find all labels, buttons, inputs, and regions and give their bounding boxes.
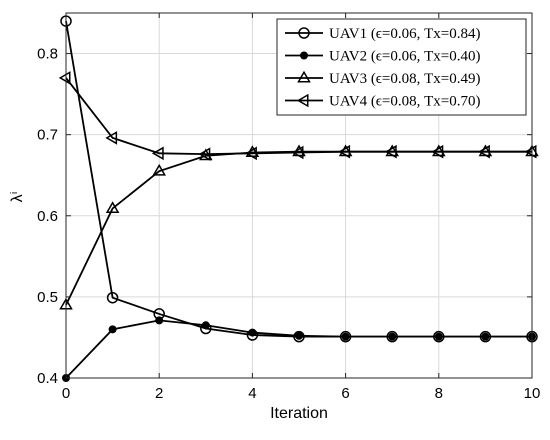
- legend-marker: [296, 93, 309, 108]
- data-point: [341, 332, 350, 341]
- legend: UAV1 (ϵ=0.06, Tx=0.84) UAV2 (ϵ=0.06, Tx=0…: [276, 18, 527, 116]
- data-point: [291, 145, 304, 160]
- legend-marker: [297, 70, 311, 83]
- x-tick-label: 6: [341, 385, 349, 402]
- y-tick-label: 0.4: [37, 370, 58, 387]
- data-point: [58, 71, 71, 85]
- data-point: [198, 147, 211, 161]
- legend-item: UAV3 (ϵ=0.08, Tx=0.49): [285, 70, 480, 87]
- data-point: [248, 328, 257, 337]
- series-2: [62, 316, 536, 382]
- data-point: [524, 144, 537, 159]
- legend-label: UAV4 (ϵ=0.08, Tx=0.70): [329, 94, 480, 110]
- legend-item: UAV4 (ϵ=0.08, Tx=0.70): [285, 94, 480, 110]
- axes: [65, 12, 533, 379]
- x-axis-label: Iteration: [270, 405, 328, 422]
- series-4: [58, 71, 537, 161]
- data-point: [295, 331, 303, 340]
- data-point: [384, 144, 397, 159]
- legend-label: UAV2 (ϵ=0.06, Tx=0.40): [329, 49, 480, 65]
- series-line: [65, 77, 532, 156]
- legend-label: UAV3 (ϵ=0.08, Tx=0.49): [329, 71, 480, 87]
- y-tick-label: 0.6: [37, 208, 58, 225]
- y-axis-label: λⁱ: [9, 192, 26, 203]
- y-tick-label: 0.8: [37, 46, 58, 63]
- data-point: [105, 201, 120, 213]
- data-point: [478, 144, 490, 159]
- data-point: [434, 332, 443, 341]
- data-point: [151, 146, 164, 161]
- data-point: [245, 146, 257, 161]
- x-tick-label: 2: [155, 385, 163, 402]
- y-tick-label: 0.5: [37, 289, 58, 306]
- axes-box: [65, 12, 533, 379]
- legend-item: UAV2 (ϵ=0.06, Tx=0.40): [285, 49, 480, 65]
- data-point: [388, 332, 397, 341]
- data-point: [106, 291, 119, 304]
- x-tick-label: 4: [248, 385, 256, 402]
- tick-labels: 0 2 4 6 8 10 0.4 0.5 0.6 0.7 0.8: [37, 46, 540, 402]
- data-point: [481, 332, 490, 341]
- data-point: [108, 325, 117, 334]
- legend-item: UAV1 (ϵ=0.06, Tx=0.84): [285, 26, 480, 42]
- x-tick-label: 0: [62, 385, 70, 402]
- y-tick-label: 0.7: [37, 127, 58, 144]
- series-group: [58, 15, 539, 382]
- legend-box: [276, 18, 527, 116]
- data-point: [338, 144, 351, 159]
- legend-marker: [300, 51, 308, 60]
- data-point: [105, 131, 118, 145]
- data-point: [155, 316, 164, 325]
- legend-label: UAV1 (ϵ=0.06, Tx=0.84): [329, 26, 480, 42]
- data-point: [152, 163, 167, 176]
- data-point: [201, 321, 210, 330]
- legend-marker: [298, 27, 310, 39]
- data-point: [431, 144, 444, 159]
- x-tick-label: 10: [524, 385, 541, 402]
- x-tick-label: 8: [435, 385, 443, 402]
